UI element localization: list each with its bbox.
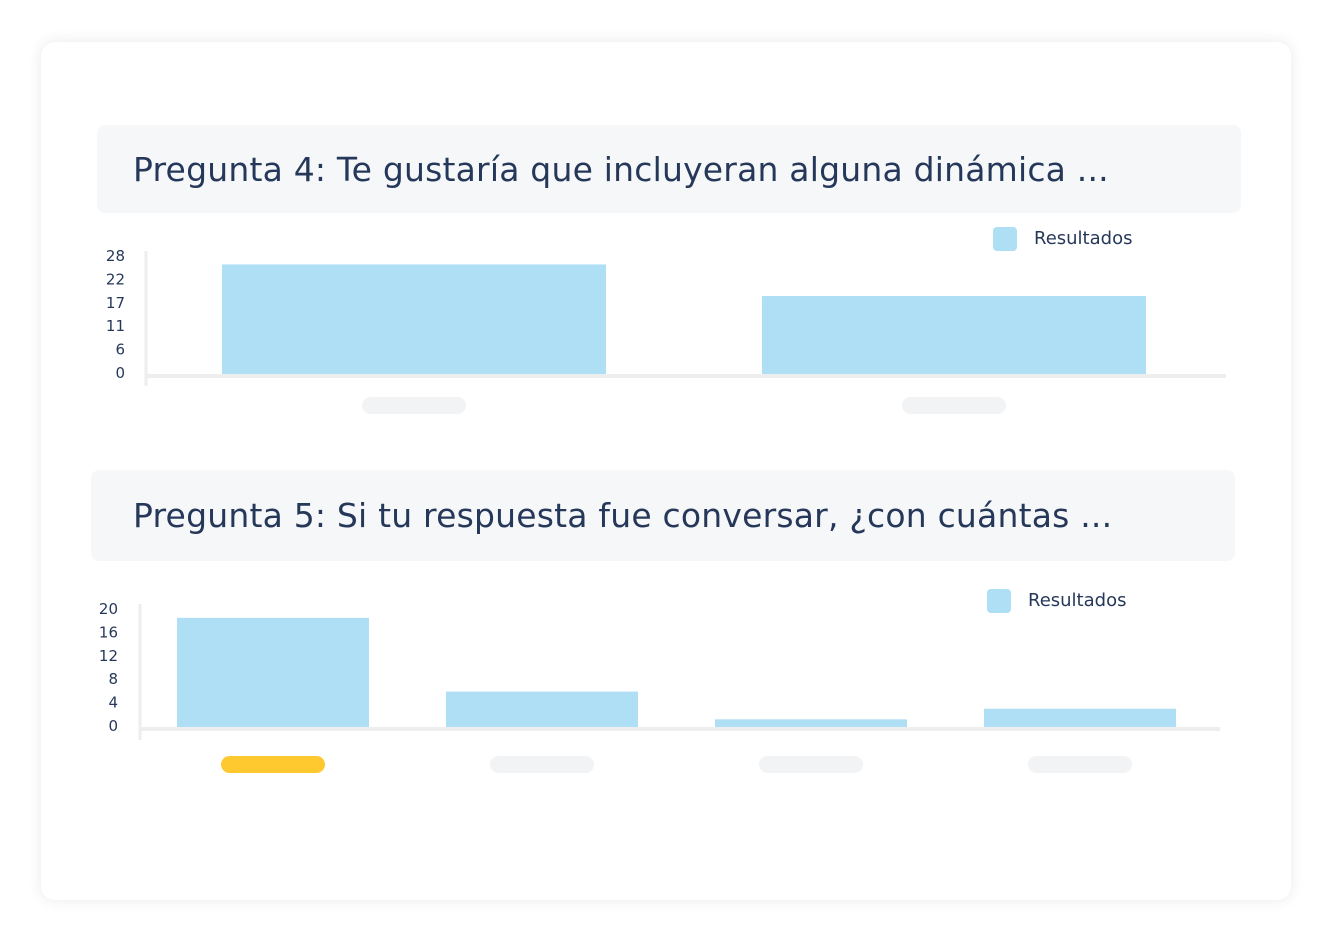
chart-4-y-tick-label: 6: [115, 341, 125, 359]
chart-4-y-tick-label: 28: [106, 247, 125, 265]
chart-4-y-tick-label: 17: [106, 294, 125, 312]
chart-5-y-tick-label: 20: [99, 600, 118, 618]
chart-4-category-label: [362, 397, 466, 414]
question-5-header: Pregunta 5: Si tu respuesta fue conversa…: [91, 470, 1235, 561]
chart-5-category-label: [1028, 756, 1132, 773]
question-4-title: Pregunta 4: Te gustaría que incluyeran a…: [133, 149, 1109, 189]
question-4-header: Pregunta 4: Te gustaría que incluyeran a…: [97, 125, 1241, 213]
chart-5-bar: [715, 719, 907, 727]
chart-4-legend-label: Resultados: [1034, 228, 1132, 249]
chart-5-y-tick-label: 4: [108, 694, 118, 712]
chart-4-y-tick-label: 0: [115, 364, 125, 382]
question-5-title: Pregunta 5: Si tu respuesta fue conversa…: [133, 496, 1113, 535]
chart-5-y-tick-label: 8: [108, 670, 118, 688]
chart-5-y-tick-label: 0: [108, 717, 118, 735]
chart-5-bar: [177, 617, 369, 727]
chart-5-bar: [984, 708, 1176, 727]
chart-5-category-label: [490, 756, 594, 773]
chart-4-bar: [762, 296, 1146, 374]
chart-4-bar: [222, 264, 606, 374]
chart-4-y-tick-label: 22: [106, 270, 125, 288]
chart-5-category-label: [759, 756, 863, 773]
chart-5-bar: [446, 691, 638, 727]
chart-5-category-label-highlighted: [221, 756, 325, 773]
chart-4-y-tick-label: 11: [106, 317, 125, 335]
chart-5-legend-swatch: [987, 589, 1011, 613]
chart-5-legend-label: Resultados: [1028, 590, 1126, 611]
chart-4-legend-swatch: [993, 227, 1017, 251]
chart-5-y-tick-label: 12: [99, 647, 118, 665]
chart-4-category-label: [902, 397, 1006, 414]
chart-5-y-tick-label: 16: [99, 623, 118, 641]
